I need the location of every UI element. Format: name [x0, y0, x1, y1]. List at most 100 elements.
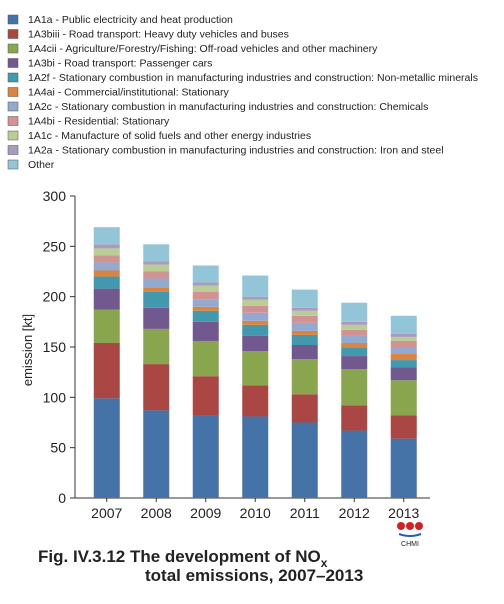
bar-segment — [242, 416, 269, 498]
bar-segment — [291, 315, 318, 323]
bar-segment — [93, 244, 120, 249]
bar-segment — [341, 335, 368, 343]
bar-segment — [291, 359, 318, 395]
bar-segment — [291, 330, 318, 335]
bar-segment — [192, 285, 219, 292]
bar-segment — [341, 321, 368, 325]
chart-title-line2: total emissions, 2007–2013 — [145, 566, 363, 585]
bar-segment — [192, 299, 219, 307]
legend-label: 1A2c - Stationary combustion in manufact… — [28, 101, 428, 113]
title-subscript: x — [321, 556, 328, 570]
bar-segment — [143, 261, 170, 265]
bar-segment — [192, 265, 219, 283]
bar-segment — [143, 410, 170, 498]
bar-segment — [192, 310, 219, 322]
chart-title: Fig. IV.3.12 The development of NOx — [38, 547, 328, 570]
legend-swatch — [7, 72, 19, 83]
bar-segment — [242, 320, 269, 325]
bar-segment — [341, 405, 368, 431]
y-tick-label: 50 — [50, 440, 66, 456]
bar-segment — [242, 385, 269, 417]
legend-label: 1A4ai - Commercial/institutional: Statio… — [28, 87, 230, 99]
bar-segment — [93, 288, 120, 310]
bar-segment — [341, 348, 368, 357]
bar-segment — [242, 299, 269, 306]
legend-swatch — [7, 43, 19, 54]
y-axis-label: emission [kt] — [20, 314, 35, 386]
bar-segment — [192, 415, 219, 498]
bar-segment — [192, 291, 219, 300]
legend-swatch — [7, 14, 19, 25]
legend-label: 1A1a - Public electricity and heat produ… — [28, 14, 233, 26]
bar-segment — [291, 310, 318, 316]
legend-swatch — [7, 159, 19, 170]
bar-segment — [143, 364, 170, 411]
bar-segment — [341, 342, 368, 349]
bar-segment — [143, 264, 170, 272]
bar-segment — [341, 369, 368, 406]
bar-segment — [341, 329, 368, 336]
bar-segment — [390, 367, 417, 381]
x-tick-label: 2008 — [141, 505, 172, 521]
legend-swatch — [7, 87, 19, 97]
bar-segment — [143, 278, 170, 288]
logo-dot — [406, 522, 414, 530]
bar-segment — [242, 312, 269, 321]
bar-segment — [341, 430, 368, 498]
bar-segment — [192, 321, 219, 341]
bar-segment — [93, 342, 120, 399]
legend-swatch — [7, 130, 19, 141]
bar-segment — [341, 356, 368, 370]
bar-segment — [93, 276, 120, 289]
legend-label: 1A3biii - Road transport: Heavy duty veh… — [28, 29, 289, 41]
bar-segment — [390, 315, 417, 334]
legend-label: 1A2f - Stationary combustion in manufact… — [28, 72, 478, 84]
bar-segment — [291, 394, 318, 423]
logo-dot — [397, 522, 405, 530]
bar-segment — [192, 282, 219, 286]
x-tick-label: 2010 — [240, 505, 271, 521]
bar-segment — [143, 271, 170, 279]
y-tick-label: 150 — [43, 339, 67, 355]
legend-label: 1A1c - Manufacture of solid fuels and ot… — [28, 130, 311, 142]
bar-segment — [390, 354, 417, 361]
legend-label: 1A4cii - Agriculture/Forestry/Fishing: O… — [28, 43, 378, 55]
bar-segment — [143, 244, 170, 262]
x-tick-label: 2011 — [290, 505, 320, 521]
bar-segment — [93, 270, 120, 277]
bar-segment — [93, 248, 120, 256]
bar-segment — [291, 344, 318, 360]
bar-segment — [390, 347, 417, 355]
x-tick-label: 2009 — [190, 505, 221, 521]
bar-segment — [390, 415, 417, 439]
y-tick-label: 300 — [43, 188, 67, 204]
bar-segment — [143, 307, 170, 329]
legend-swatch — [7, 58, 19, 68]
y-tick-label: 250 — [43, 238, 67, 254]
bar-segment — [143, 291, 170, 308]
legend-label: 1A2a - Stationary combustion in manufact… — [28, 145, 444, 157]
bar-segment — [143, 287, 170, 292]
logo-dot — [415, 522, 423, 530]
legend-label: 1A3bi - Road transport: Passenger cars — [28, 58, 212, 70]
bar-segment — [390, 336, 417, 341]
bar-segment — [291, 307, 318, 311]
bar-segment — [242, 324, 269, 336]
bar-segment — [291, 289, 318, 308]
bar-segment — [291, 322, 318, 331]
bar-segment — [242, 335, 269, 352]
x-tick-label: 2013 — [388, 505, 419, 521]
legend-label: Other — [28, 159, 55, 171]
logo-wave — [398, 533, 422, 537]
logo-text: CHMI — [401, 541, 419, 548]
y-tick-label: 200 — [43, 289, 67, 305]
bar-segment — [291, 422, 318, 498]
bar-segment — [341, 302, 368, 322]
legend-swatch — [7, 116, 19, 126]
bar-segment — [192, 340, 219, 377]
bar-segment — [242, 275, 269, 297]
y-tick-label: 100 — [43, 389, 67, 405]
bar-segment — [192, 376, 219, 416]
legend-swatch — [7, 29, 19, 39]
